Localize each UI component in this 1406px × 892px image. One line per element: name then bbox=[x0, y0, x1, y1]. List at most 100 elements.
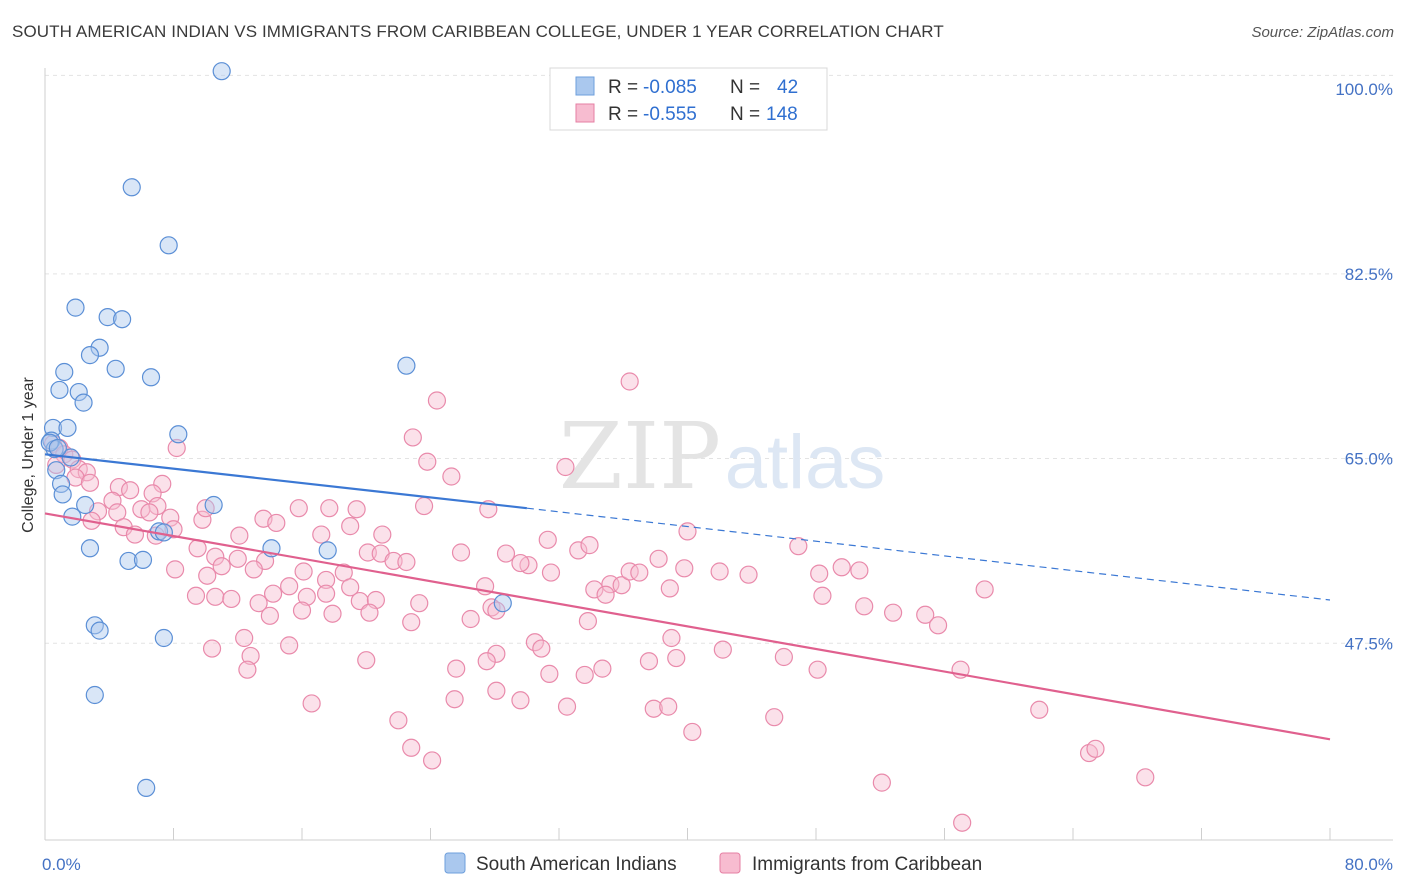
point-immigrants-caribbean-45 bbox=[620, 372, 639, 391]
legend-n-value-0: 42 bbox=[777, 77, 798, 98]
point-south-american-indians-33 bbox=[133, 550, 153, 569]
legend-r-label-0: R = bbox=[608, 77, 638, 98]
point-immigrants-caribbean-85 bbox=[206, 587, 225, 606]
chart-title: SOUTH AMERICAN INDIAN VS IMMIGRANTS FROM… bbox=[12, 22, 944, 41]
point-immigrants-caribbean-116 bbox=[238, 660, 257, 679]
series-legend-label-immigrants-from-caribbean: Immigrants from Caribbean bbox=[752, 854, 982, 875]
point-immigrants-caribbean-113 bbox=[202, 639, 222, 658]
point-immigrants-caribbean-130 bbox=[808, 660, 827, 679]
point-immigrants-caribbean-44 bbox=[556, 457, 575, 477]
point-immigrants-caribbean-61 bbox=[496, 544, 516, 563]
point-immigrants-caribbean-39 bbox=[427, 391, 447, 410]
point-immigrants-caribbean-79 bbox=[832, 558, 851, 577]
point-south-american-indians-25 bbox=[204, 495, 223, 515]
point-south-american-indians-3 bbox=[66, 298, 85, 317]
point-south-american-indians-2 bbox=[159, 236, 178, 255]
point-south-american-indians-14 bbox=[74, 393, 93, 412]
point-immigrants-caribbean-104 bbox=[487, 601, 506, 620]
point-immigrants-caribbean-66 bbox=[580, 536, 599, 555]
point-immigrants-caribbean-83 bbox=[678, 522, 697, 541]
point-immigrants-caribbean-100 bbox=[410, 594, 429, 613]
legend-swatch-south-american-indians bbox=[575, 76, 595, 96]
trend-immigrants-caribbean bbox=[44, 512, 1331, 741]
point-immigrants-caribbean-124 bbox=[575, 665, 594, 685]
point-immigrants-caribbean-95 bbox=[350, 591, 369, 611]
point-immigrants-caribbean-131 bbox=[662, 628, 681, 648]
point-south-american-indians-6 bbox=[90, 338, 109, 357]
point-south-american-indians-16 bbox=[58, 418, 77, 438]
point-immigrants-caribbean-33 bbox=[347, 500, 366, 519]
point-south-american-indians-39 bbox=[137, 778, 156, 797]
point-immigrants-caribbean-65 bbox=[569, 541, 588, 560]
point-immigrants-caribbean-135 bbox=[487, 681, 506, 700]
legend-swatch-immigrants-from-caribbean bbox=[575, 103, 595, 123]
point-south-american-indians-29 bbox=[80, 539, 100, 558]
series-legend-swatch-south-american-indians bbox=[444, 852, 466, 874]
point-immigrants-caribbean-56 bbox=[358, 543, 377, 562]
point-immigrants-caribbean-37 bbox=[167, 438, 186, 458]
point-south-american-indians-32 bbox=[119, 551, 138, 571]
point-immigrants-caribbean-118 bbox=[447, 659, 466, 678]
watermark-atlas: atlas bbox=[725, 420, 886, 505]
point-immigrants-caribbean-36 bbox=[373, 525, 392, 544]
point-immigrants-caribbean-126 bbox=[639, 652, 659, 671]
point-immigrants-caribbean-109 bbox=[916, 605, 935, 624]
point-immigrants-caribbean-13 bbox=[103, 491, 122, 510]
legend-r-label-1: R = bbox=[608, 104, 638, 125]
point-immigrants-caribbean-75 bbox=[675, 559, 694, 578]
point-immigrants-caribbean-67 bbox=[541, 563, 561, 582]
point-immigrants-caribbean-63 bbox=[511, 553, 530, 573]
trend-south-american-indians-extension bbox=[526, 507, 1331, 601]
point-south-american-indians-23 bbox=[53, 485, 72, 504]
point-immigrants-caribbean-58 bbox=[384, 551, 403, 571]
series-legend-swatch-immigrants-from-caribbean bbox=[719, 852, 741, 874]
point-immigrants-caribbean-38 bbox=[403, 428, 422, 447]
point-immigrants-caribbean-53 bbox=[294, 562, 313, 581]
point-immigrants-caribbean-29 bbox=[267, 513, 286, 533]
point-immigrants-caribbean-147 bbox=[1086, 739, 1105, 758]
point-south-american-indians-7 bbox=[80, 346, 100, 365]
point-immigrants-caribbean-128 bbox=[713, 640, 732, 659]
point-immigrants-caribbean-82 bbox=[789, 537, 808, 556]
point-immigrants-caribbean-73 bbox=[649, 549, 668, 568]
point-immigrants-caribbean-34 bbox=[341, 517, 360, 536]
point-immigrants-caribbean-41 bbox=[442, 467, 461, 486]
point-south-american-indians-35 bbox=[85, 616, 104, 635]
data-points bbox=[40, 62, 1155, 832]
point-immigrants-caribbean-22 bbox=[193, 510, 212, 529]
watermark: ZIP atlas bbox=[559, 403, 885, 510]
point-immigrants-caribbean-64 bbox=[538, 530, 557, 549]
point-immigrants-caribbean-84 bbox=[186, 586, 206, 605]
point-south-american-indians-5 bbox=[112, 310, 132, 329]
point-immigrants-caribbean-52 bbox=[244, 560, 263, 579]
point-south-american-indians-10 bbox=[141, 368, 161, 387]
point-immigrants-caribbean-72 bbox=[630, 563, 649, 582]
legend-r-value-0: -0.085 bbox=[643, 77, 697, 98]
point-immigrants-caribbean-99 bbox=[402, 613, 421, 632]
point-south-american-indians-8 bbox=[106, 359, 125, 378]
point-immigrants-caribbean-103 bbox=[482, 598, 501, 617]
point-south-american-indians-37 bbox=[154, 628, 173, 648]
point-immigrants-caribbean-122 bbox=[532, 639, 551, 658]
point-immigrants-caribbean-137 bbox=[557, 697, 577, 716]
point-immigrants-caribbean-110 bbox=[928, 616, 948, 635]
point-immigrants-caribbean-40 bbox=[418, 452, 437, 471]
point-immigrants-caribbean-145 bbox=[1030, 700, 1049, 719]
point-immigrants-caribbean-68 bbox=[585, 580, 604, 599]
point-immigrants-caribbean-115 bbox=[280, 636, 299, 655]
point-south-american-indians-34 bbox=[493, 594, 512, 613]
point-immigrants-caribbean-71 bbox=[620, 562, 639, 581]
legend: R = -0.085 N = 42 R = -0.555 N = 148 bbox=[549, 67, 828, 131]
point-immigrants-caribbean-27 bbox=[230, 526, 249, 545]
point-south-american-indians-1 bbox=[122, 178, 141, 197]
x-tick-label-0: 0.0% bbox=[42, 855, 81, 874]
point-immigrants-caribbean-144 bbox=[423, 751, 442, 770]
point-immigrants-caribbean-24 bbox=[164, 520, 183, 539]
x-tick-labels: 0.0% 80.0% bbox=[42, 855, 1393, 874]
legend-r-value-1: -0.555 bbox=[643, 104, 697, 125]
point-immigrants-caribbean-89 bbox=[280, 577, 299, 596]
point-south-american-indians-24 bbox=[76, 495, 95, 515]
point-immigrants-caribbean-50 bbox=[166, 560, 185, 579]
point-south-american-indians-41 bbox=[48, 438, 67, 458]
